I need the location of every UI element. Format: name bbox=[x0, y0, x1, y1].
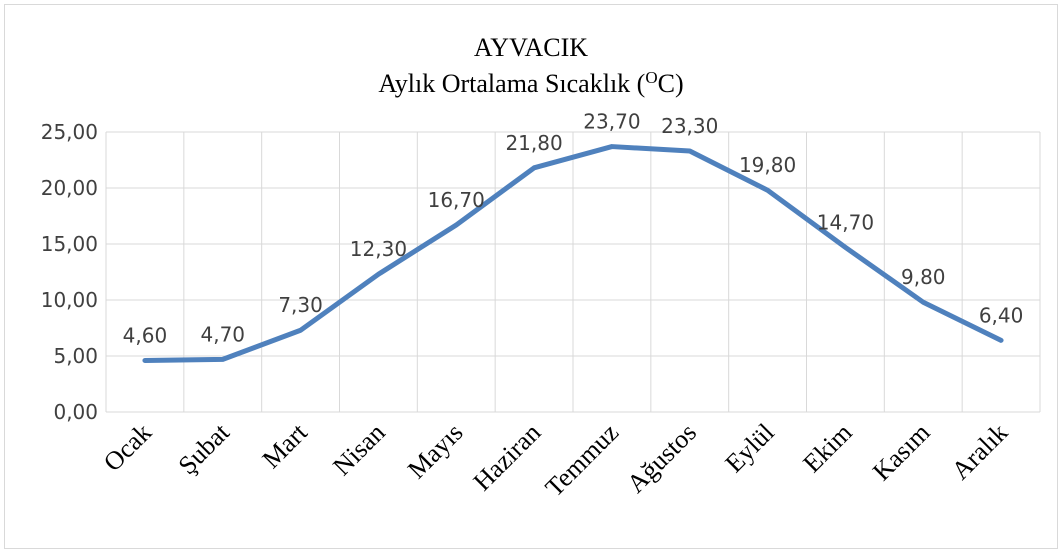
data-label: 19,80 bbox=[739, 153, 796, 177]
data-label: 23,70 bbox=[583, 110, 640, 134]
data-label: 7,30 bbox=[278, 293, 323, 317]
y-tick-label: 20,00 bbox=[41, 176, 98, 200]
data-label: 4,70 bbox=[200, 322, 245, 346]
chart-title: AYVACIK bbox=[474, 33, 588, 62]
subtitle-superscript: O bbox=[645, 68, 657, 87]
y-tick-label: 5,00 bbox=[53, 344, 98, 368]
subtitle-part: Aylık Ortalama Sıcaklık ( bbox=[378, 69, 645, 98]
y-tick-label: 15,00 bbox=[41, 232, 98, 256]
data-label: 23,30 bbox=[661, 114, 718, 138]
data-label: 6,40 bbox=[979, 303, 1024, 327]
data-label: 21,80 bbox=[505, 131, 562, 155]
data-label: 9,80 bbox=[901, 265, 946, 289]
y-tick-label: 10,00 bbox=[41, 288, 98, 312]
data-label: 4,60 bbox=[123, 323, 168, 347]
y-tick-label: 0,00 bbox=[53, 400, 98, 424]
line bbox=[142, 144, 1004, 363]
data-label: 14,70 bbox=[817, 210, 874, 234]
chart-frame bbox=[4, 4, 1058, 549]
y-tick-label: 25,00 bbox=[41, 120, 98, 144]
data-label: 12,30 bbox=[350, 237, 407, 261]
chart-subtitle: Aylık Ortalama Sıcaklık (OC) bbox=[378, 68, 683, 98]
subtitle-part: C) bbox=[658, 69, 684, 98]
data-label: 16,70 bbox=[428, 188, 485, 212]
